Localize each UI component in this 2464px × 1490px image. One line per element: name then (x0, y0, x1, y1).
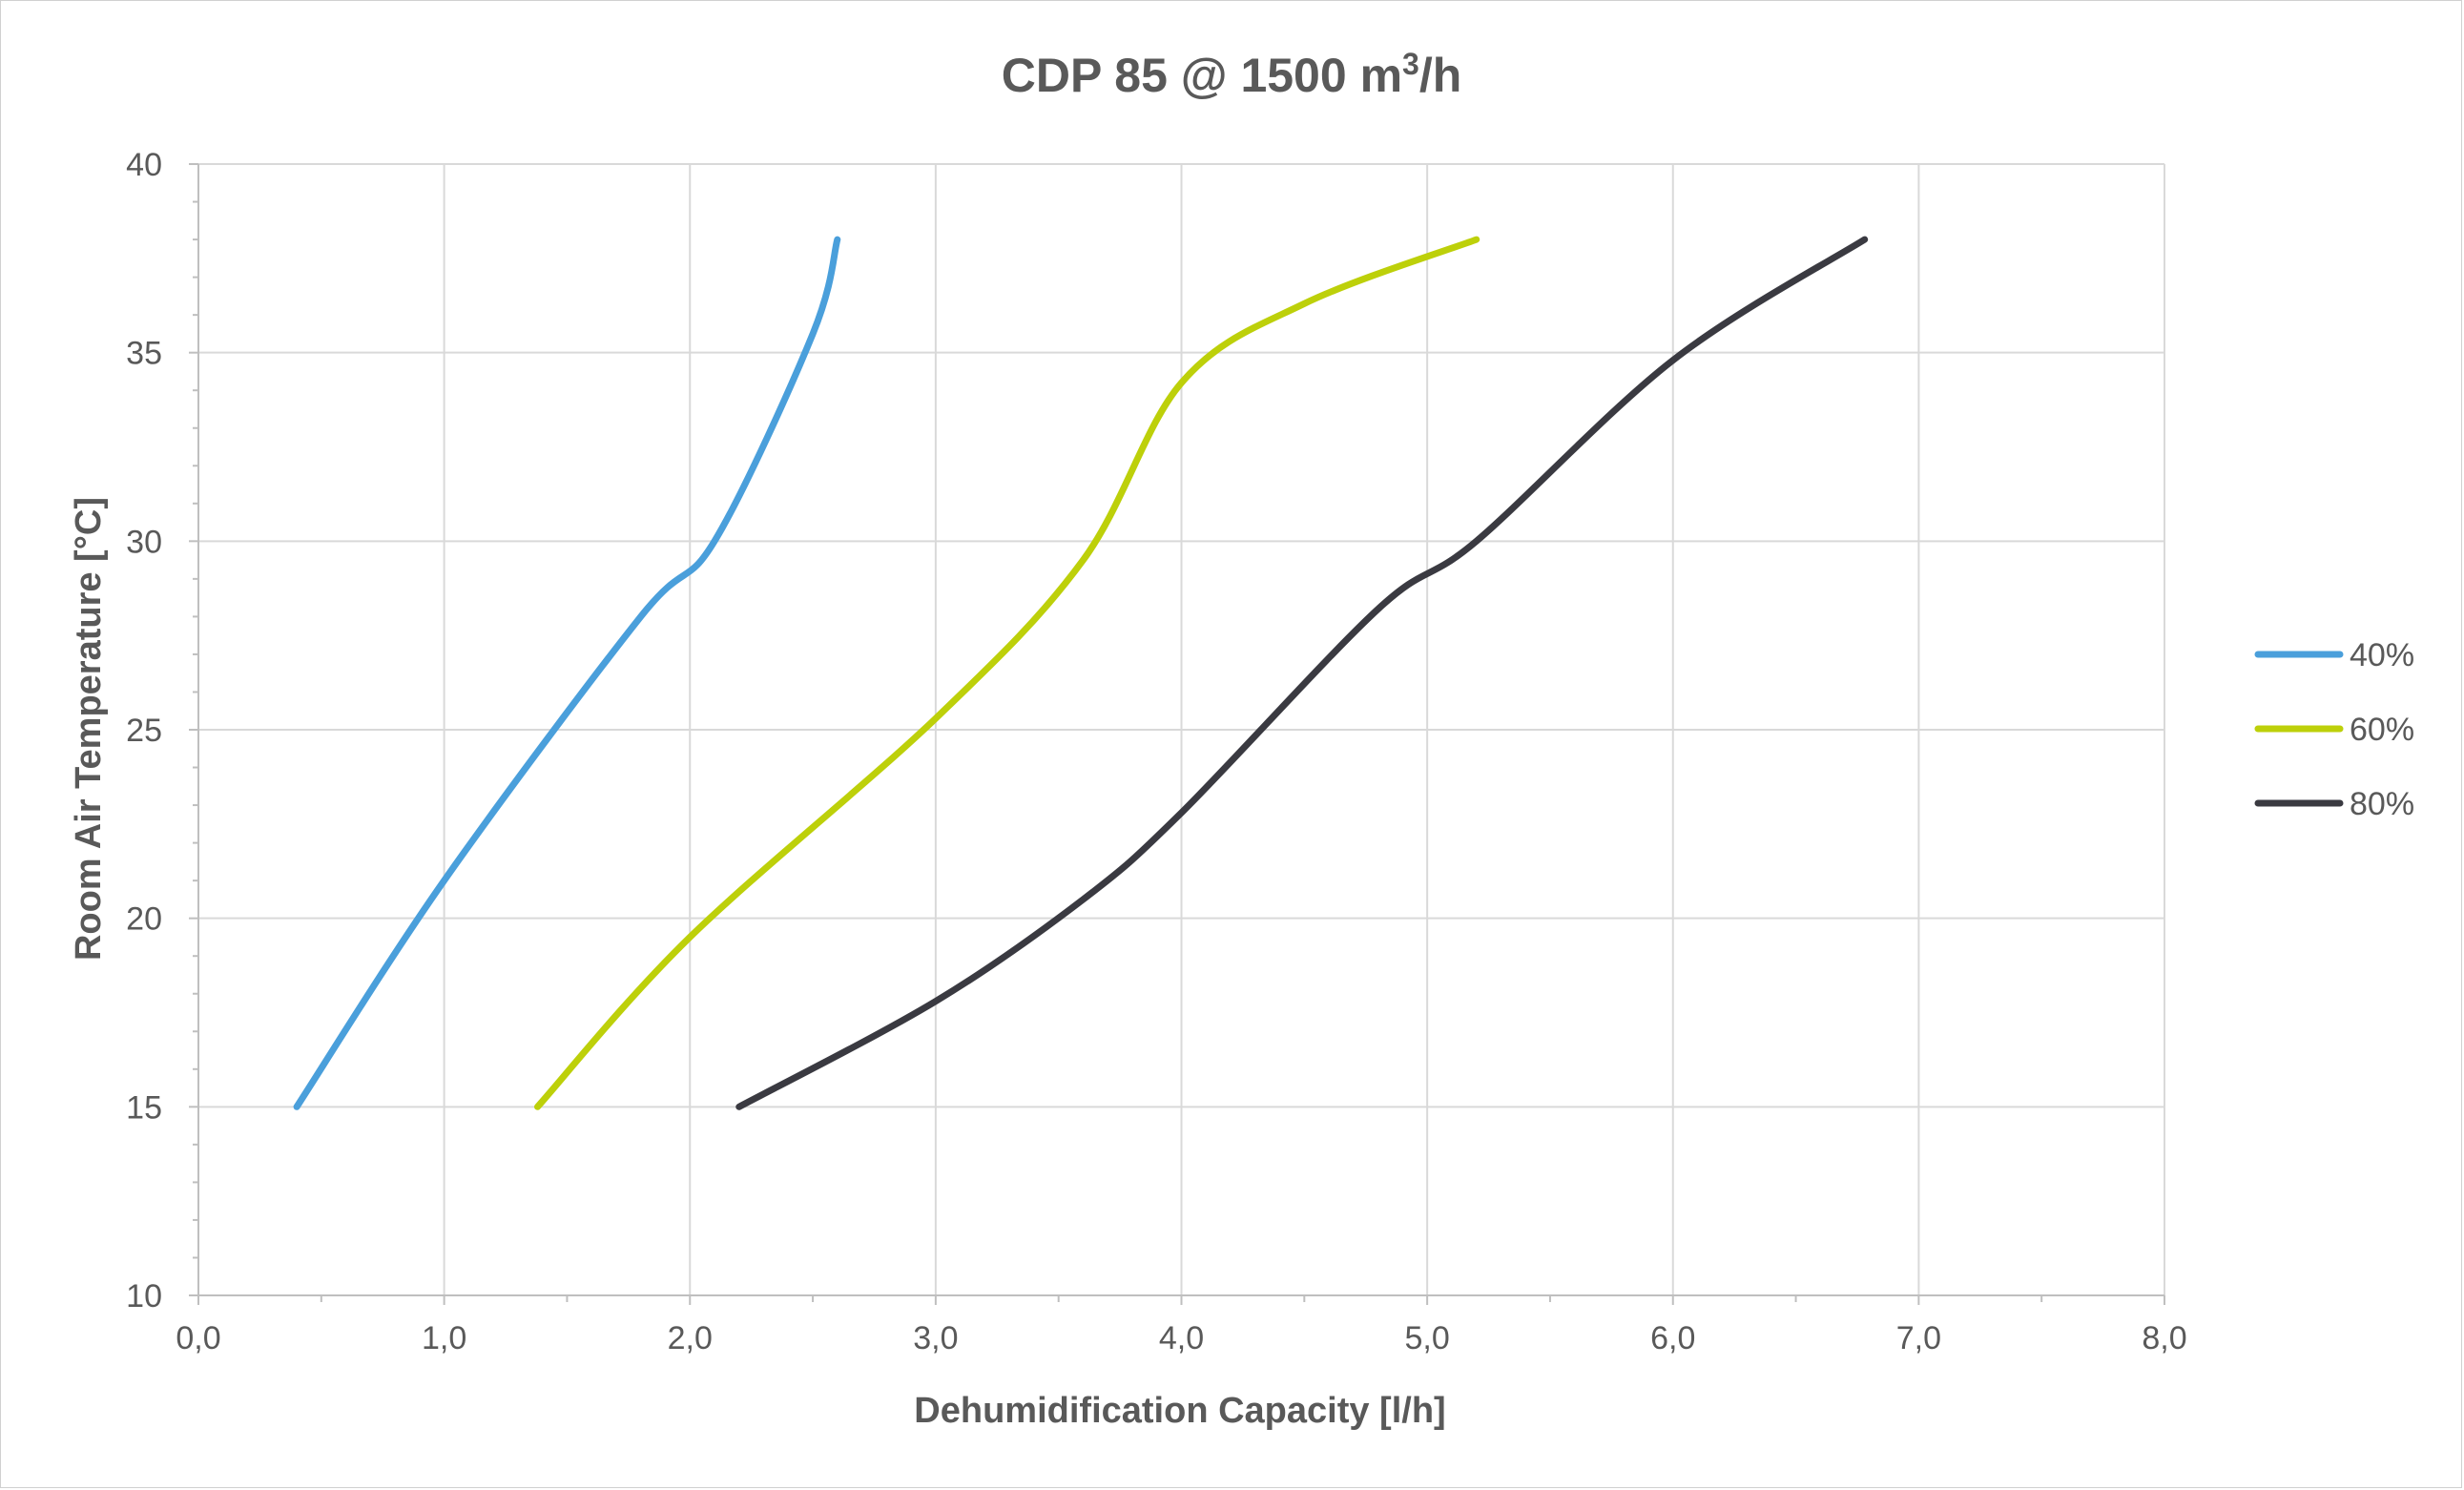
series-line-80pct (735, 236, 1869, 1110)
series-line-60pct (534, 236, 1480, 1110)
y-tick-label: 20 (126, 901, 162, 938)
y-tick-label: 25 (126, 713, 162, 749)
y-tick-label: 30 (126, 524, 162, 560)
x-tick-label: 2,0 (668, 1320, 713, 1356)
x-tick-label: 6,0 (1650, 1320, 1695, 1356)
legend-label-40pct: 40% (2350, 637, 2414, 673)
chart-title-main: CDP 85 @ 1500 m (1002, 49, 1402, 102)
axis-layer: 0,0 1,0 2,0 3,0 4,0 5,0 6,0 7,0 8,0 10 15 20 25 30 35 4… (126, 147, 2186, 1356)
x-tick-label: 0,0 (176, 1320, 220, 1356)
series-line-40pct (293, 236, 841, 1110)
legend-label-80pct: 80% (2350, 786, 2414, 822)
x-tick-label: 5,0 (1404, 1320, 1449, 1356)
chart-title-superscript: 3 (1402, 47, 1419, 81)
y-tick-label: 10 (126, 1278, 162, 1314)
chart-title: CDP 85 @ 1500 m3/h (1002, 47, 1462, 102)
y-tick-label: 40 (126, 147, 162, 183)
x-tick-label: 1,0 (422, 1320, 466, 1356)
y-tick-label: 35 (126, 336, 162, 372)
x-tick-label: 7,0 (1896, 1320, 1941, 1356)
x-tick-label: 3,0 (913, 1320, 958, 1356)
legend: 40% 60% 80% (2254, 637, 2414, 822)
y-axis-title: Room Air Temperature [°C] (69, 497, 109, 961)
y-tick-label: 15 (126, 1089, 162, 1126)
grid-layer (197, 163, 2165, 1296)
legend-label-60pct: 60% (2350, 712, 2414, 748)
x-tick-label: 8,0 (2142, 1320, 2186, 1356)
x-axis-title: Dehumidification Capacity [l/h] (914, 1391, 1445, 1431)
x-tick-label: 4,0 (1159, 1320, 1204, 1356)
series-layer (293, 236, 1869, 1110)
chart-title-tail: /h (1419, 49, 1461, 102)
